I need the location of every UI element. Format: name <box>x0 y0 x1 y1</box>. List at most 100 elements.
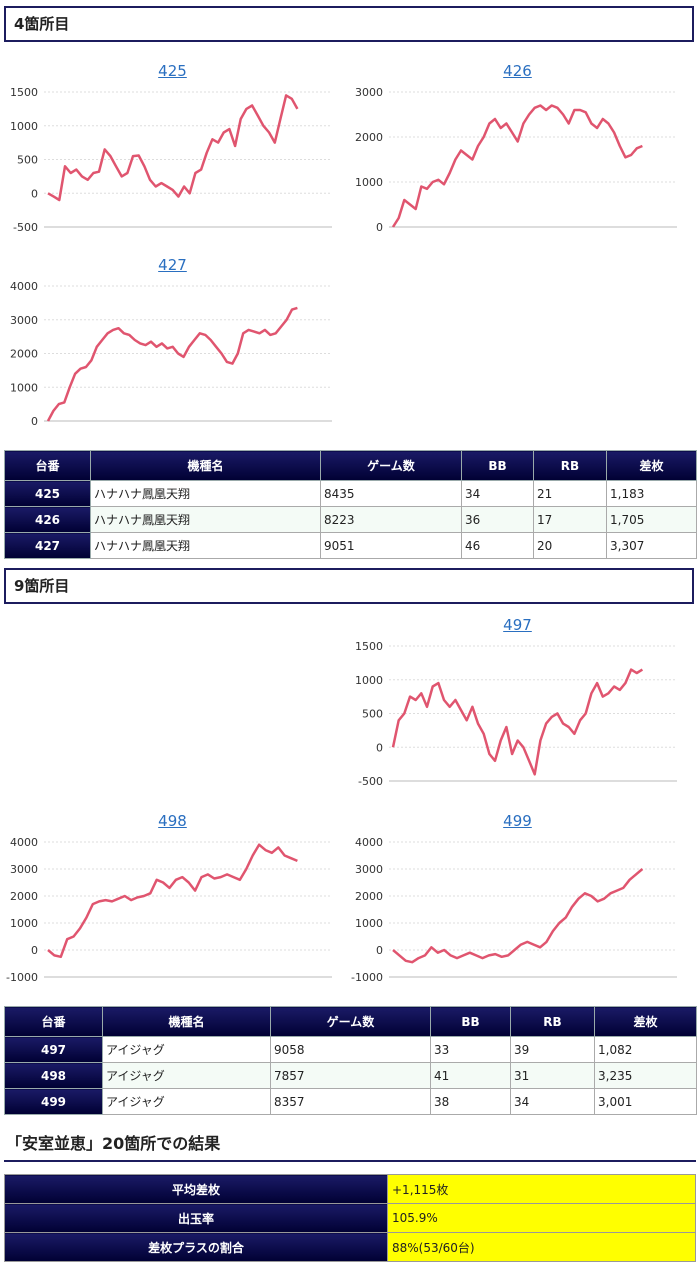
chart-plot: -500 0 500 1000 1500 <box>10 86 332 234</box>
table-row: 平均差枚 +1,115枚 <box>4 1174 696 1204</box>
rb-count: 21 <box>533 480 607 507</box>
y-tick-label: 2000 <box>10 890 38 903</box>
y-tick-label: -500 <box>13 221 38 234</box>
y-tick-label: 500 <box>17 154 38 167</box>
machine-number: 499 <box>4 1088 103 1115</box>
machine-table-2: 台番 機種名 ゲーム数 BB RB 差枚 497 アイジャグ 9058 33 3… <box>4 1006 697 1115</box>
chart-title-link[interactable]: 427 <box>158 256 187 274</box>
y-tick-label: 1000 <box>355 176 383 189</box>
col-header: RB <box>510 1006 595 1037</box>
col-header: 台番 <box>4 450 91 481</box>
bb-count: 41 <box>430 1062 511 1089</box>
table-row: 425 ハナハナ鳳凰天翔 8435 34 21 1,183 <box>4 480 697 507</box>
game-count: 9058 <box>270 1036 431 1063</box>
chart-title-link[interactable]: 426 <box>503 62 532 80</box>
summary-title: 「安室並恵」20箇所での結果 <box>6 1134 221 1153</box>
chart-plot: 0 1000 2000 3000 <box>355 86 677 234</box>
bb-count: 34 <box>461 480 534 507</box>
table-row: 498 アイジャグ 7857 41 31 3,235 <box>4 1062 697 1089</box>
bb-count: 36 <box>461 506 534 533</box>
col-header: BB <box>461 450 534 481</box>
table-row: 426 ハナハナ鳳凰天翔 8223 36 17 1,705 <box>4 506 697 533</box>
y-tick-label: 1500 <box>355 640 383 653</box>
y-tick-label: 0 <box>376 221 383 234</box>
series-line <box>47 843 298 959</box>
col-header: 機種名 <box>90 450 321 481</box>
chart-plot: -1000 0 1000 2000 3000 4000 <box>6 836 332 984</box>
y-tick-label: 2000 <box>355 131 383 144</box>
col-header: BB <box>430 1006 511 1037</box>
table-row: 427 ハナハナ鳳凰天翔 9051 46 20 3,307 <box>4 532 697 559</box>
section-header-9: 9箇所目 <box>4 568 694 604</box>
chart-499: -1000 0 1000 2000 3000 4000 499 <box>345 812 690 997</box>
game-count: 9051 <box>320 532 462 559</box>
game-count: 8223 <box>320 506 462 533</box>
col-header: RB <box>533 450 607 481</box>
rb-count: 39 <box>510 1036 595 1063</box>
col-header: ゲーム数 <box>320 450 462 481</box>
machine-table-1: 台番 機種名 ゲーム数 BB RB 差枚 425 ハナハナ鳳凰天翔 8435 3… <box>4 450 697 559</box>
difference: 1,082 <box>594 1036 697 1063</box>
difference: 1,183 <box>606 480 697 507</box>
y-tick-label: 1000 <box>10 120 38 133</box>
section-title: 9箇所目 <box>14 577 70 595</box>
summary-label: 出玉率 <box>4 1203 388 1233</box>
col-header: 差枚 <box>594 1006 697 1037</box>
summary-table: 平均差枚 +1,115枚 出玉率 105.9% 差枚プラスの割合 88%(53/… <box>4 1174 696 1262</box>
machine-name: ハナハナ鳳凰天翔 <box>90 532 321 559</box>
y-tick-label: 0 <box>31 415 38 428</box>
y-tick-label: 1500 <box>10 86 38 99</box>
y-tick-label: 3000 <box>355 86 383 99</box>
y-tick-label: 0 <box>376 741 383 754</box>
machine-name: アイジャグ <box>102 1036 271 1063</box>
machine-number: 426 <box>4 506 91 533</box>
y-tick-label: 4000 <box>10 280 38 293</box>
chart-plot: -500 0 500 1000 1500 <box>355 640 677 788</box>
chart-plot: 0 1000 2000 3000 4000 <box>10 280 332 428</box>
difference: 3,001 <box>594 1088 697 1115</box>
y-tick-label: 3000 <box>10 863 38 876</box>
machine-name: アイジャグ <box>102 1062 271 1089</box>
chart-498: -1000 0 1000 2000 3000 4000 498 <box>0 812 345 997</box>
machine-number: 425 <box>4 480 91 507</box>
difference: 3,307 <box>606 532 697 559</box>
game-count: 7857 <box>270 1062 431 1089</box>
chart-497: -500 0 500 1000 1500 497 <box>345 616 690 801</box>
chart-title-link[interactable]: 497 <box>503 616 532 634</box>
summary-label: 差枚プラスの割合 <box>4 1232 388 1262</box>
table-row: 499 アイジャグ 8357 38 34 3,001 <box>4 1088 697 1115</box>
rb-count: 20 <box>533 532 607 559</box>
machine-number: 427 <box>4 532 91 559</box>
col-header: 差枚 <box>606 450 697 481</box>
chart-427: 0 1000 2000 3000 4000 427 <box>0 256 345 441</box>
y-tick-label: 0 <box>31 187 38 200</box>
y-tick-label: 4000 <box>10 836 38 849</box>
y-tick-label: 1000 <box>10 917 38 930</box>
chart-title-link[interactable]: 498 <box>158 812 187 830</box>
table-header-row: 台番 機種名 ゲーム数 BB RB 差枚 <box>4 1006 697 1037</box>
table-header-row: 台番 機種名 ゲーム数 BB RB 差枚 <box>4 450 697 481</box>
y-tick-label: 500 <box>362 708 383 721</box>
series-line <box>46 306 298 422</box>
game-count: 8435 <box>320 480 462 507</box>
difference: 1,705 <box>606 506 697 533</box>
col-header: ゲーム数 <box>270 1006 431 1037</box>
chart-title-link[interactable]: 425 <box>158 62 187 80</box>
section-header-4: 4箇所目 <box>4 6 694 42</box>
table-row: 差枚プラスの割合 88%(53/60台) <box>4 1232 696 1262</box>
series-line <box>392 868 644 964</box>
rb-count: 17 <box>533 506 607 533</box>
y-tick-label: 1000 <box>355 917 383 930</box>
machine-name: ハナハナ鳳凰天翔 <box>90 480 321 507</box>
summary-value: +1,115枚 <box>387 1174 696 1204</box>
summary-divider <box>4 1160 696 1162</box>
y-tick-label: 0 <box>376 944 383 957</box>
table-row: 497 アイジャグ 9058 33 39 1,082 <box>4 1036 697 1063</box>
chart-425: -500 0 500 1000 1500 425 <box>0 62 345 247</box>
bb-count: 33 <box>430 1036 511 1063</box>
chart-title-link[interactable]: 499 <box>503 812 532 830</box>
chart-426: 0 1000 2000 3000 426 <box>345 62 690 247</box>
machine-number: 497 <box>4 1036 103 1063</box>
series-line <box>391 668 644 776</box>
section-title: 4箇所目 <box>14 15 70 33</box>
